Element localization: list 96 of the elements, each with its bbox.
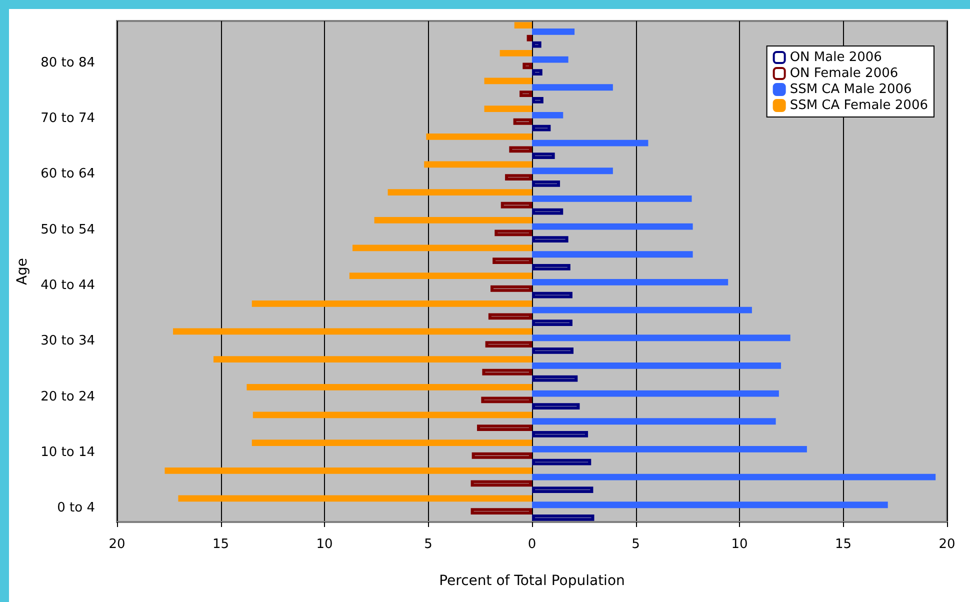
bar bbox=[246, 384, 532, 390]
bar bbox=[505, 174, 532, 180]
y-tick-label: 30 to 34 bbox=[40, 334, 95, 349]
bar bbox=[500, 202, 532, 208]
bar bbox=[352, 244, 532, 252]
bar bbox=[482, 368, 532, 376]
bar bbox=[252, 412, 532, 418]
bar bbox=[526, 34, 532, 42]
bar bbox=[484, 78, 532, 84]
bar bbox=[532, 236, 568, 243]
bar bbox=[500, 50, 532, 56]
x-axis-title: Percent of Total Population bbox=[439, 573, 625, 589]
y-tick-label: 70 to 74 bbox=[40, 110, 95, 126]
bar bbox=[532, 502, 888, 508]
bar bbox=[532, 96, 544, 104]
bar bbox=[532, 41, 542, 48]
bar bbox=[424, 161, 532, 168]
bar bbox=[470, 508, 532, 514]
y-tick-label: 80 to 84 bbox=[40, 55, 95, 70]
legend-label: SSM CA Male 2006 bbox=[790, 82, 912, 97]
x-tick-label: 10 bbox=[316, 537, 333, 552]
bar bbox=[532, 84, 613, 91]
bar bbox=[532, 56, 568, 63]
x-tick-label: 5 bbox=[632, 537, 640, 552]
bar bbox=[532, 474, 936, 480]
bar bbox=[532, 152, 555, 160]
bar bbox=[532, 430, 588, 438]
bar bbox=[252, 300, 532, 307]
bar bbox=[532, 112, 564, 118]
bar bbox=[532, 403, 580, 410]
bar bbox=[532, 390, 779, 397]
legend-label: SSM CA Female 2006 bbox=[790, 98, 928, 113]
bar bbox=[513, 118, 532, 125]
y-tick-label: 10 to 14 bbox=[40, 444, 95, 460]
x-tick-label: 15 bbox=[834, 537, 852, 552]
bar bbox=[522, 62, 532, 70]
bar bbox=[492, 258, 532, 264]
bar bbox=[426, 133, 532, 140]
bar bbox=[532, 208, 564, 215]
bar bbox=[164, 467, 532, 474]
bar bbox=[514, 22, 532, 29]
bar bbox=[532, 140, 648, 146]
bar bbox=[532, 362, 781, 369]
legend-label: ON Male 2006 bbox=[790, 50, 882, 65]
bar bbox=[213, 356, 532, 363]
bar bbox=[477, 424, 532, 431]
bar bbox=[532, 375, 578, 382]
x-tick-label: 5 bbox=[424, 537, 432, 552]
bar bbox=[532, 251, 693, 258]
bar bbox=[388, 189, 532, 196]
y-tick-label: 40 to 44 bbox=[40, 278, 95, 293]
bar bbox=[532, 279, 728, 286]
x-tick-label: 20 bbox=[108, 537, 126, 552]
bar bbox=[494, 230, 532, 236]
bar bbox=[532, 514, 594, 521]
bar bbox=[532, 446, 807, 452]
bar bbox=[173, 328, 532, 335]
bar bbox=[532, 458, 592, 466]
bar bbox=[532, 486, 594, 494]
bar bbox=[252, 440, 532, 446]
bar bbox=[532, 264, 570, 270]
bar bbox=[509, 146, 532, 153]
bar bbox=[470, 480, 532, 487]
x-tick-label: 15 bbox=[212, 537, 230, 552]
bar bbox=[532, 418, 776, 425]
bar bbox=[472, 452, 532, 459]
y-tick-label: 50 to 54 bbox=[40, 222, 95, 238]
legend-label: ON Female 2006 bbox=[790, 66, 898, 81]
bar bbox=[532, 196, 692, 202]
bar bbox=[532, 28, 575, 35]
x-tick-label: 0 bbox=[528, 537, 536, 552]
y-tick-label: 20 to 24 bbox=[40, 389, 95, 404]
bar bbox=[532, 320, 572, 326]
bar bbox=[532, 306, 752, 314]
bar bbox=[488, 313, 532, 320]
bar bbox=[178, 495, 532, 502]
bar bbox=[532, 334, 790, 342]
bar bbox=[349, 272, 532, 280]
bar bbox=[532, 124, 551, 132]
bar bbox=[532, 292, 572, 298]
bar bbox=[532, 180, 560, 187]
bar bbox=[485, 341, 532, 348]
y-tick-label: 0 to 4 bbox=[57, 500, 95, 516]
x-tick-label: 10 bbox=[731, 537, 748, 552]
y-axis-title: Age bbox=[14, 258, 31, 286]
bar bbox=[532, 223, 693, 230]
bar bbox=[532, 168, 613, 174]
bar bbox=[374, 216, 532, 224]
bar bbox=[532, 347, 574, 354]
bar bbox=[490, 285, 532, 292]
y-tick-label: 60 to 64 bbox=[40, 166, 95, 182]
bar bbox=[481, 396, 532, 404]
bar bbox=[484, 106, 532, 112]
bar bbox=[532, 69, 542, 76]
x-tick-label: 20 bbox=[938, 537, 956, 552]
bar bbox=[520, 90, 532, 97]
